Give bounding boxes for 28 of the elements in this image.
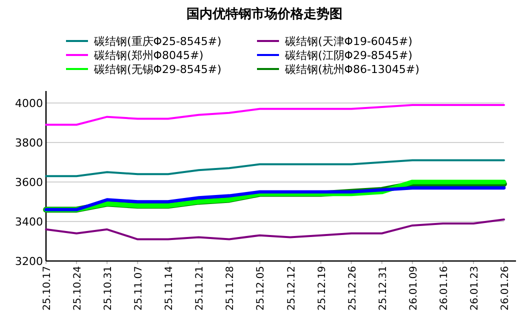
x-tick-label: 25.10.31 [103,266,114,311]
legend-label: 碳结钢(郑州Φ8045#) [93,49,204,62]
x-tick-label: 26.01.09 [408,266,420,311]
y-tick-label: 4000 [15,97,43,110]
legend-label: 碳结钢(杭州Φ86-13045#) [284,63,420,76]
x-tick-label: 26.01.26 [500,266,511,311]
legend-label: 碳结钢(江阴Φ29-8545#) [284,49,412,62]
x-tick-label: 25.10.24 [72,266,84,311]
x-tick-label: 26.01.16 [438,266,450,311]
y-tick-label: 3400 [15,216,43,228]
x-tick-label: 25.11.07 [134,266,145,311]
x-tick-label: 25.11.14 [164,266,176,311]
x-tick-label: 25.11.21 [194,266,206,311]
y-tick-label: 3200 [15,255,43,268]
y-tick-label: 3600 [15,176,43,189]
legend-label: 碳结钢(天津Φ19-6045#) [284,35,412,48]
title: 国内优特钢市场价格走势图 [186,7,342,22]
x-tick-label: 25.12.12 [286,266,298,311]
y-tick-label: 3800 [15,136,43,150]
x-tick-label: 25.11.28 [225,266,236,311]
legend-label: 碳结钢(重庆Φ25-8545#) [93,35,222,48]
x-tick-label: 25.12.19 [316,266,328,311]
x-tick-label: 25.12.31 [378,266,389,311]
x-tick-label: 25.10.17 [42,266,53,311]
legend-label: 碳结钢(无锡Φ29-8545#) [93,63,222,76]
x-tick-label: 25.12.05 [256,266,267,311]
x-tick-label: 26.01.23 [469,266,480,311]
x-tick-label: 25.12.26 [347,266,358,311]
